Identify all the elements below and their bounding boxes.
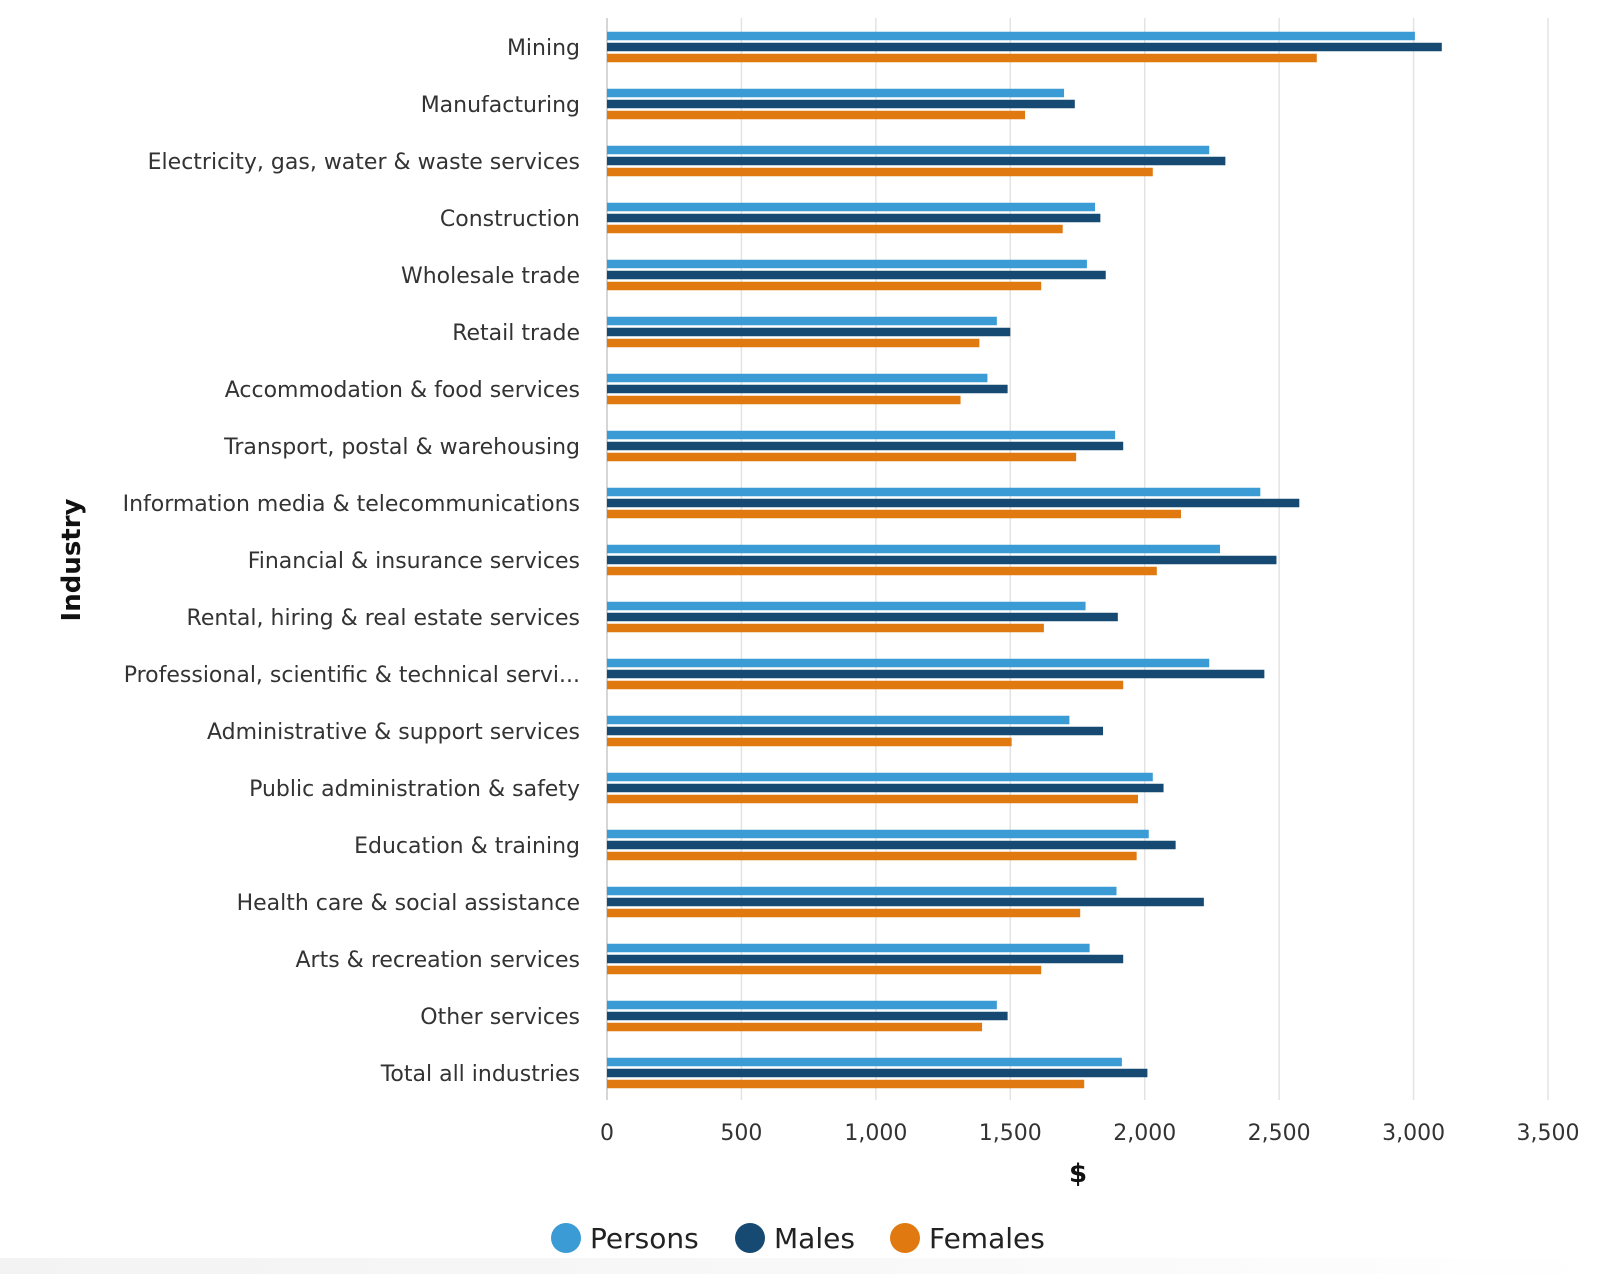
bar-persons[interactable] [607,943,1090,953]
bar-males[interactable] [607,555,1277,565]
bar-males[interactable] [607,99,1075,109]
category-label: Electricity, gas, water & waste services [148,150,580,175]
bar-females[interactable] [607,110,1026,120]
bar-persons[interactable] [607,1000,997,1010]
legend-label-males[interactable]: Males [774,1222,855,1255]
bar-males[interactable] [607,156,1226,166]
x-axis-title: $ [1069,1159,1087,1189]
bar-females[interactable] [607,794,1138,804]
bar-females[interactable] [607,680,1124,690]
bar-males[interactable] [607,498,1300,508]
bar-persons[interactable] [607,544,1220,554]
x-tick-label: 3,500 [1517,1121,1580,1146]
bottom-edge-shade [0,1258,1600,1274]
bar-persons[interactable] [607,373,988,383]
legend: Persons Males Females [551,1222,1045,1255]
bar-males[interactable] [607,783,1164,793]
category-label: Health care & social assistance [237,891,580,916]
x-tick-label: 1,500 [979,1121,1042,1146]
bar-females[interactable] [607,395,961,405]
category-label: Rental, hiring & real estate services [187,606,580,631]
category-label: Administrative & support services [207,720,580,745]
bar-persons[interactable] [607,259,1087,269]
x-tick-label: 2,500 [1248,1121,1311,1146]
category-label: Financial & insurance services [248,549,580,574]
bar-females[interactable] [607,737,1012,747]
bar-persons[interactable] [607,31,1415,41]
bar-females[interactable] [607,1079,1085,1089]
bar-females[interactable] [607,1022,983,1032]
bar-persons[interactable] [607,715,1070,725]
category-labels: Mining Manufacturing Electricity, gas, wat… [123,36,580,1087]
bar-persons[interactable] [607,829,1149,839]
legend-label-persons[interactable]: Persons [590,1222,699,1255]
bar-females[interactable] [607,965,1042,975]
legend-label-females[interactable]: Females [929,1222,1045,1255]
category-label: Wholesale trade [401,264,580,289]
x-axis-ticks: 0 500 1,000 1,500 2,000 2,500 3,000 3,500 [600,1121,1579,1146]
bar-females[interactable] [607,224,1063,234]
legend-swatch-persons[interactable] [551,1223,581,1253]
category-label: Professional, scientific & technical ser… [124,663,580,688]
category-label: Accommodation & food services [225,378,580,403]
category-label: Other services [420,1005,580,1030]
bar-males[interactable] [607,954,1124,964]
bar-persons[interactable] [607,88,1065,98]
bar-females[interactable] [607,509,1182,519]
bar-persons[interactable] [607,316,997,326]
category-label: Mining [507,36,580,61]
bar-females[interactable] [607,566,1157,576]
x-tick-label: 1,000 [844,1121,907,1146]
x-tick-label: 500 [720,1121,762,1146]
bar-males[interactable] [607,669,1265,679]
category-label: Total all industries [380,1062,580,1087]
bar-females[interactable] [607,908,1081,918]
x-tick-label: 3,000 [1382,1121,1445,1146]
bar-males[interactable] [607,42,1442,52]
legend-swatch-females[interactable] [890,1223,920,1253]
bar-persons[interactable] [607,772,1153,782]
bar-persons[interactable] [607,601,1086,611]
bar-females[interactable] [607,452,1077,462]
bar-persons[interactable] [607,145,1210,155]
bar-males[interactable] [607,612,1118,622]
bar-persons[interactable] [607,886,1117,896]
bar-females[interactable] [607,623,1044,633]
bars [607,31,1442,1089]
bar-males[interactable] [607,441,1124,451]
bar-males[interactable] [607,1068,1148,1078]
x-tick-label: 2,000 [1113,1121,1176,1146]
bar-persons[interactable] [607,202,1095,212]
bar-females[interactable] [607,167,1153,177]
bar-females[interactable] [607,851,1137,861]
bar-males[interactable] [607,327,1011,337]
x-tick-label: 0 [600,1121,614,1146]
category-label: Arts & recreation services [296,948,581,973]
bar-males[interactable] [607,213,1101,223]
bar-persons[interactable] [607,1057,1122,1067]
category-label: Manufacturing [421,93,580,118]
y-axis-title: Industry [57,498,87,621]
bar-persons[interactable] [607,487,1261,497]
bar-males[interactable] [607,840,1176,850]
bar-females[interactable] [607,53,1317,63]
category-label: Construction [440,207,580,232]
bar-males[interactable] [607,384,1008,394]
bar-males[interactable] [607,1011,1008,1021]
category-label: Information media & telecommunications [123,492,580,517]
bar-males[interactable] [607,897,1204,907]
bar-females[interactable] [607,281,1042,291]
category-label: Education & training [354,834,580,859]
bar-females[interactable] [607,338,980,348]
bar-persons[interactable] [607,658,1210,668]
category-label: Transport, postal & warehousing [223,435,580,460]
bar-persons[interactable] [607,430,1116,440]
bar-males[interactable] [607,270,1106,280]
bar-males[interactable] [607,726,1104,736]
legend-swatch-males[interactable] [735,1223,765,1253]
category-label: Public administration & safety [249,777,580,802]
category-label: Retail trade [452,321,580,346]
